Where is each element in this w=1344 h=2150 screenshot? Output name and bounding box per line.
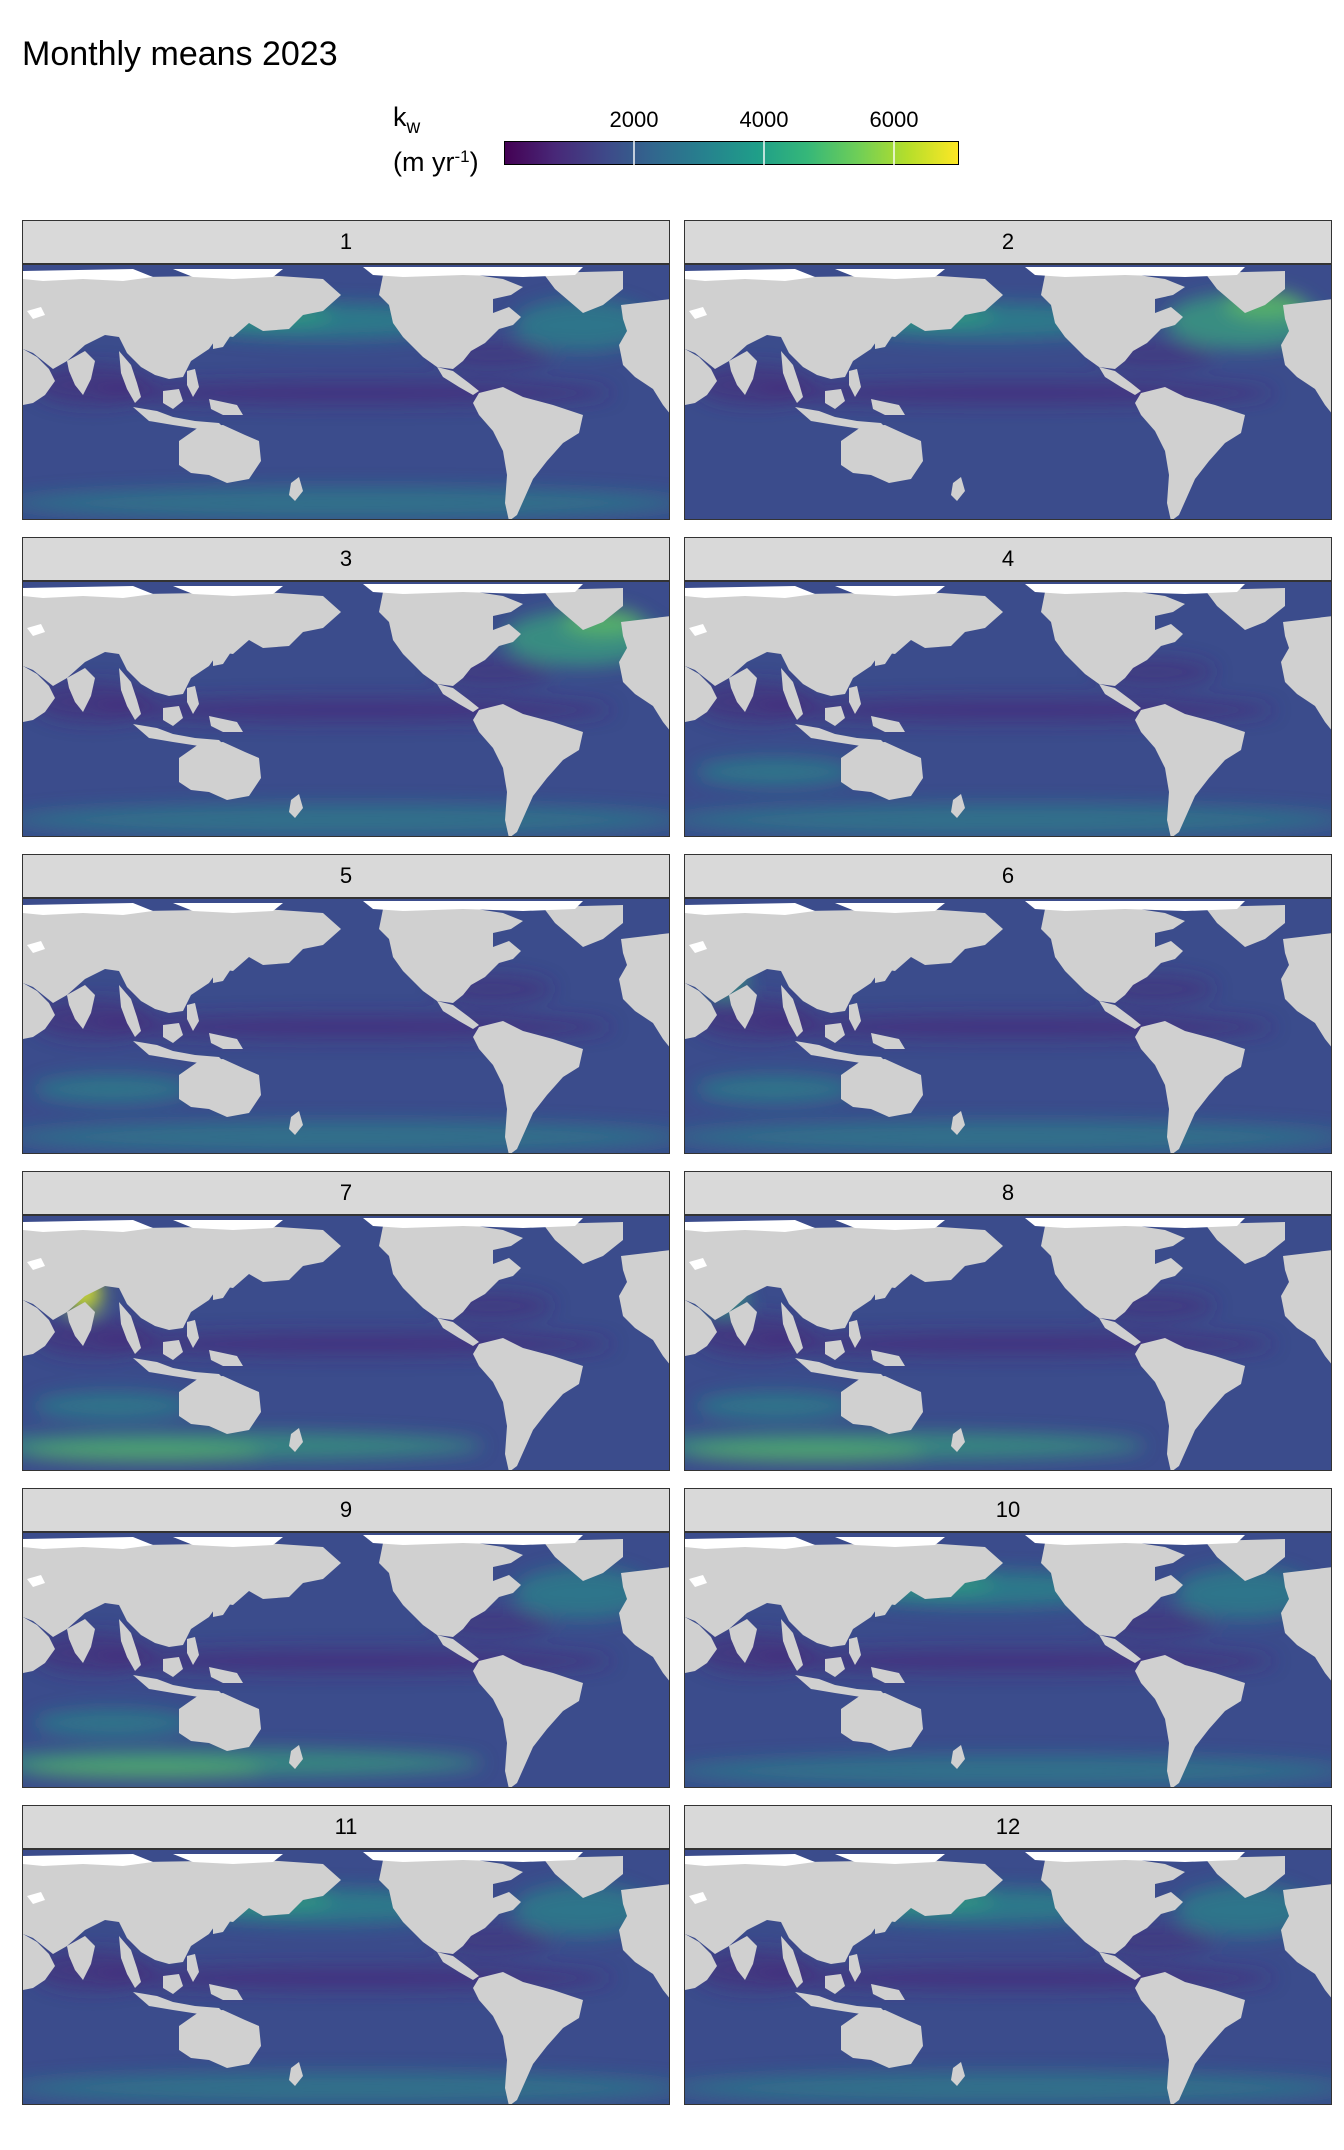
map-panel-month-12: 12 [684, 1805, 1332, 2105]
ocean-map [685, 1850, 1331, 2104]
kw-hotspot [1175, 1884, 1315, 1936]
panel-strip-label: 10 [684, 1488, 1332, 1532]
kw-hotspot [685, 804, 1331, 836]
colorbar [504, 141, 959, 165]
kw-hotspot [23, 487, 669, 519]
map-area [684, 898, 1332, 1154]
map-panel-month-2: 2 [684, 220, 1332, 520]
ocean-map [23, 582, 669, 836]
map-panel-month-1: 1 [22, 220, 670, 520]
map-panel-month-4: 4 [684, 537, 1332, 837]
kw-hotspot [23, 804, 669, 836]
kw-hotspot [23, 1121, 669, 1153]
kw-hotspot [685, 2072, 1331, 2104]
kw-field [23, 1567, 653, 1779]
panel-strip-label: 11 [22, 1805, 670, 1849]
ocean-map [23, 899, 669, 1153]
kw-hotspot [685, 1121, 1331, 1153]
map-area [22, 898, 670, 1154]
ocean-map [685, 265, 1331, 519]
figure-title: Monthly means 2023 [22, 35, 338, 73]
kw-hotspot [513, 1567, 653, 1619]
ocean-map [685, 1216, 1331, 1470]
kw-hotspot [685, 1755, 1331, 1787]
kw-hotspot [695, 1392, 855, 1420]
map-area [684, 1532, 1332, 1788]
legend-tick-label: 6000 [869, 107, 919, 132]
ocean-map [23, 1216, 669, 1470]
legend-unit-close: ) [469, 147, 479, 177]
map-area [684, 1849, 1332, 2105]
panel-strip-label: 7 [22, 1171, 670, 1215]
kw-hotspot [685, 1442, 925, 1462]
map-panel-month-7: 7 [22, 1171, 670, 1471]
legend-tick-mark [633, 141, 635, 165]
map-panel-month-8: 8 [684, 1171, 1332, 1471]
panel-strip-label: 1 [22, 220, 670, 264]
ocean-map [23, 1850, 669, 2104]
legend-tick-mark [763, 141, 765, 165]
map-panel-month-9: 9 [22, 1488, 670, 1788]
panel-strip-label: 12 [684, 1805, 1332, 1849]
legend-variable: k [393, 102, 407, 132]
panel-strip-label: 4 [684, 537, 1332, 581]
ocean-map [685, 1533, 1331, 1787]
ocean-map [23, 1533, 669, 1787]
ocean-map [23, 265, 669, 519]
kw-hotspot [1175, 1567, 1315, 1619]
map-area [684, 264, 1332, 520]
legend-unit-exponent: -1 [454, 147, 470, 166]
kw-hotspot [33, 1709, 193, 1737]
legend-tick-label: 2000 [609, 107, 659, 132]
kw-hotspot [695, 758, 855, 786]
kw-hotspot [23, 2072, 669, 2104]
map-panel-month-10: 10 [684, 1488, 1332, 1788]
map-area [22, 264, 670, 520]
ocean-map [685, 899, 1331, 1153]
kw-hotspot [513, 1884, 653, 1936]
panel-strip-label: 9 [22, 1488, 670, 1532]
map-panel-month-11: 11 [22, 1805, 670, 2105]
kw-hotspot [23, 1759, 263, 1779]
map-area [684, 581, 1332, 837]
legend-tick-mark [893, 141, 895, 165]
map-area [22, 581, 670, 837]
legend-tick-labels: 2000 4000 6000 [0, 106, 1344, 136]
kw-hotspot [23, 1442, 263, 1462]
panel-strip-label: 5 [22, 854, 670, 898]
kw-hotspot [33, 1392, 193, 1420]
legend-tick-label: 4000 [739, 107, 789, 132]
panel-strip-label: 3 [22, 537, 670, 581]
ocean-map [685, 582, 1331, 836]
map-panel-month-3: 3 [22, 537, 670, 837]
map-area [22, 1849, 670, 2105]
kw-hotspot [33, 1075, 193, 1103]
legend-variable-subscript: w [406, 117, 421, 138]
panel-strip-label: 6 [684, 854, 1332, 898]
map-area [684, 1215, 1332, 1471]
kw-hotspot [513, 299, 653, 351]
panel-strip-label: 2 [684, 220, 1332, 264]
map-area [22, 1532, 670, 1788]
panel-strip-label: 8 [684, 1171, 1332, 1215]
map-panel-month-5: 5 [22, 854, 670, 1154]
kw-hotspot [695, 1075, 855, 1103]
map-panel-month-6: 6 [684, 854, 1332, 1154]
map-area [22, 1215, 670, 1471]
legend-unit: (m yr [393, 147, 455, 177]
